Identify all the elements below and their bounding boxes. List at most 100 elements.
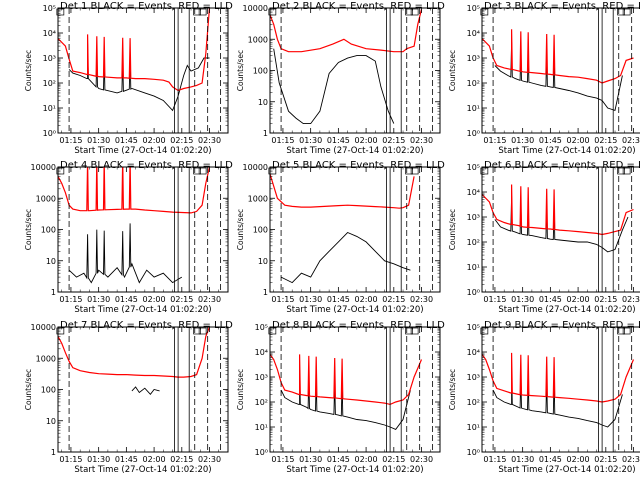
series-line-lld xyxy=(58,167,211,214)
x-tick-label: 02:00 xyxy=(143,295,166,304)
panel-4: Det 4 BLACK = Events, RED = LLD 1 10 100 100… xyxy=(24,160,233,315)
x-tick-label: 01:30 xyxy=(511,455,534,464)
panel-title: Det 3 BLACK = Events, RED = LLD xyxy=(484,1,640,12)
plot-area xyxy=(482,29,634,111)
x-tick-label: 01:45 xyxy=(115,295,138,304)
x-tick-label: 02:30 xyxy=(198,455,221,464)
y-tick-label: 10³ xyxy=(255,373,268,382)
y-tick-label: 10² xyxy=(467,238,480,247)
panel-2: Det 2 BLACK = Events, RED = LLD 1 10 100 100… xyxy=(236,1,445,156)
x-tick-label: 02:30 xyxy=(198,295,221,304)
panel-9: Det 9 BLACK = Events, RED = LLD 10⁰ 10¹ 10²… xyxy=(448,320,640,475)
x-tick-label: 01:15 xyxy=(271,455,294,464)
y-tick-label: 10² xyxy=(43,79,56,88)
y-axis-label: Counts/sec xyxy=(448,50,457,91)
x-tick-label: 01:45 xyxy=(327,455,350,464)
x-tick-label: 01:15 xyxy=(59,455,82,464)
plot-area xyxy=(58,8,211,112)
y-tick-label: 100 xyxy=(41,386,56,395)
y-tick-label: 10⁵ xyxy=(43,4,56,13)
x-tick-label: 02:15 xyxy=(382,295,405,304)
x-tick-label: 01:30 xyxy=(299,295,322,304)
y-tick-label: 10⁴ xyxy=(467,188,480,197)
x-tick-label: 01:15 xyxy=(483,136,506,145)
marker-box xyxy=(405,327,413,335)
y-tick-label: 10⁵ xyxy=(467,323,480,332)
marker-box xyxy=(193,8,201,16)
x-axis-label: Start Time (27-Oct-14 01:02:20) xyxy=(286,465,423,475)
y-axis-label: Counts/sec xyxy=(448,209,457,250)
y-tick-label: 10³ xyxy=(43,54,56,63)
y-tick-label: 10⁴ xyxy=(467,348,480,357)
x-tick-label: 01:15 xyxy=(59,136,82,145)
plot-area xyxy=(58,327,211,395)
x-tick-label: 01:30 xyxy=(299,455,322,464)
y-axis-label: Counts/sec xyxy=(236,369,245,410)
x-tick-label: 02:00 xyxy=(567,295,590,304)
y-tick-label: 10 xyxy=(258,257,268,266)
plot-area xyxy=(482,184,634,253)
y-tick-label: 1000 xyxy=(248,194,268,203)
series-line-lld xyxy=(270,9,423,53)
series-line-events xyxy=(280,231,411,284)
x-tick-label: 01:30 xyxy=(511,295,534,304)
x-tick-label: 02:00 xyxy=(143,455,166,464)
marker-box xyxy=(405,167,413,175)
x-tick-label: 01:30 xyxy=(511,136,534,145)
y-tick-label: 10 xyxy=(46,417,56,426)
panel-title: Det 9 BLACK = Events, RED = LLD xyxy=(484,320,640,331)
series-line-lld xyxy=(58,8,211,92)
x-tick-label: 02:00 xyxy=(355,455,378,464)
y-tick-label: 100 xyxy=(253,226,268,235)
y-tick-label: 10⁰ xyxy=(467,448,480,457)
panel-frame xyxy=(481,7,640,134)
y-tick-label: 10⁵ xyxy=(467,163,480,172)
x-tick-label: 02:15 xyxy=(594,136,617,145)
x-tick-label: 02:30 xyxy=(410,295,433,304)
panel-title: Det 2 BLACK = Events, RED = LLD xyxy=(272,1,445,12)
y-tick-label: 10² xyxy=(467,398,480,407)
y-tick-label: 10² xyxy=(467,79,480,88)
x-tick-label: 01:30 xyxy=(87,455,110,464)
y-tick-label: 10⁰ xyxy=(467,288,480,297)
x-tick-label: 02:30 xyxy=(198,136,221,145)
marker-box xyxy=(198,327,207,335)
y-tick-label: 10¹ xyxy=(467,104,480,113)
y-tick-label: 1 xyxy=(263,129,268,138)
series-line-lld xyxy=(58,327,211,378)
marker-box xyxy=(410,8,419,16)
y-tick-label: 10⁰ xyxy=(255,448,268,457)
panel-frame xyxy=(481,326,640,453)
x-tick-label: 02:15 xyxy=(170,455,193,464)
series-line-lld xyxy=(482,29,634,84)
x-tick-label: 02:30 xyxy=(622,295,640,304)
y-tick-label: 100 xyxy=(253,67,268,76)
panel-title: Det 5 BLACK = Events, RED = LLD xyxy=(272,160,445,171)
x-axis-label: Start Time (27-Oct-14 01:02:20) xyxy=(498,305,635,315)
y-tick-label: 10⁰ xyxy=(467,129,480,138)
x-tick-label: 02:00 xyxy=(567,455,590,464)
series-line-lld xyxy=(482,184,634,236)
y-tick-label: 10¹ xyxy=(467,423,480,432)
panel-frame xyxy=(269,326,441,453)
y-tick-label: 10000 xyxy=(243,4,268,13)
panel-title: Det 7 BLACK = Events, RED = LLD xyxy=(60,320,233,331)
marker-box xyxy=(617,327,625,335)
series-line-events xyxy=(494,196,629,253)
x-axis-label: Start Time (27-Oct-14 01:02:20) xyxy=(286,305,423,315)
x-axis-label: Start Time (27-Oct-14 01:02:20) xyxy=(74,146,211,156)
marker-box xyxy=(622,167,631,175)
x-tick-label: 01:30 xyxy=(299,136,322,145)
x-tick-label: 01:15 xyxy=(59,295,82,304)
y-tick-label: 10 xyxy=(46,257,56,266)
x-tick-label: 02:00 xyxy=(355,295,378,304)
marker-box xyxy=(617,8,625,16)
x-tick-label: 01:45 xyxy=(539,295,562,304)
x-tick-label: 01:45 xyxy=(115,455,138,464)
y-axis-label: Counts/sec xyxy=(236,50,245,91)
x-tick-label: 02:15 xyxy=(382,136,405,145)
y-tick-label: 1000 xyxy=(36,194,56,203)
y-tick-label: 10 xyxy=(258,98,268,107)
y-tick-label: 1000 xyxy=(36,354,56,363)
x-tick-label: 01:15 xyxy=(271,136,294,145)
